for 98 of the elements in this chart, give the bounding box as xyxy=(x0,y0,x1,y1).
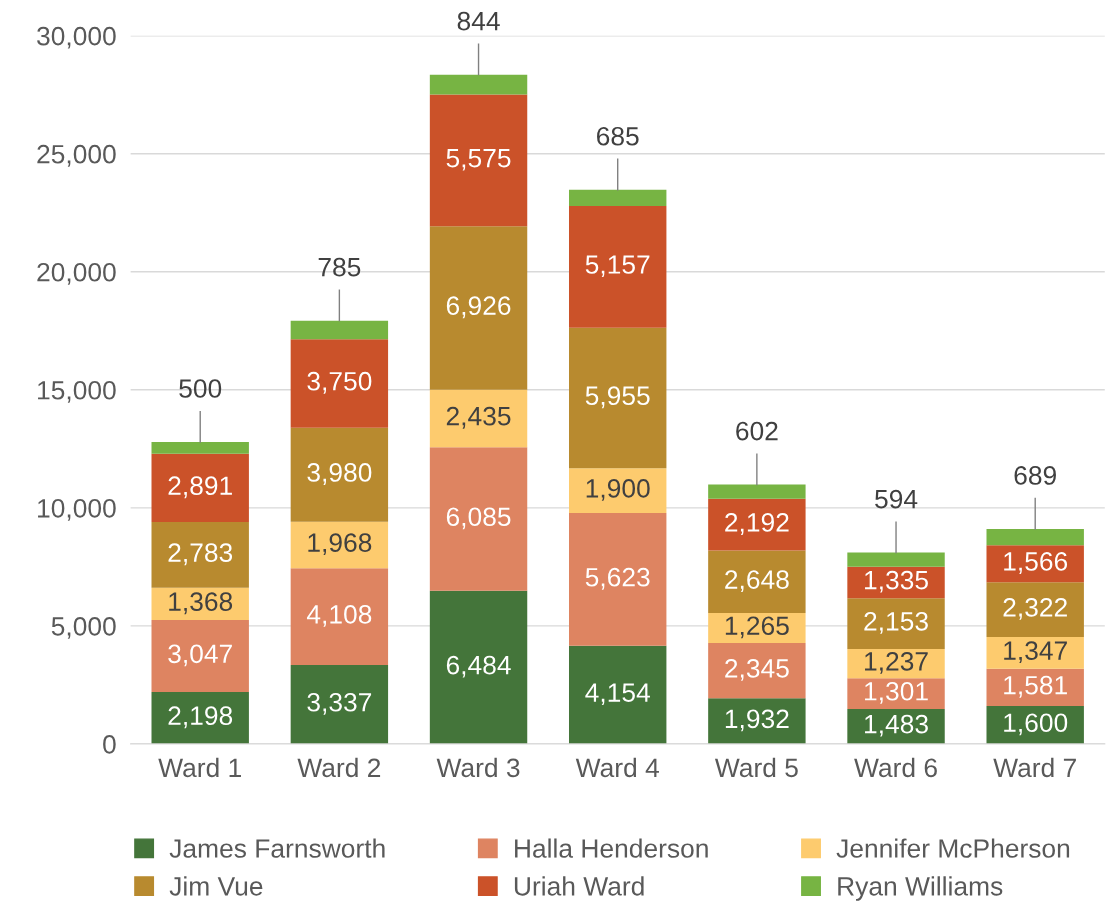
legend-label: Uriah Ward xyxy=(514,876,644,896)
data-label: 685 xyxy=(597,126,639,146)
y-tick-label: 15,000 xyxy=(38,380,116,403)
y-tick-label: 0 xyxy=(103,735,116,754)
legend-label: Jennifer McPherson xyxy=(836,838,1070,858)
bar xyxy=(429,590,528,744)
data-label: 3,980 xyxy=(307,463,372,485)
bar xyxy=(290,339,389,428)
data-label: 2,345 xyxy=(725,659,789,681)
data-label: 2,153 xyxy=(864,611,928,634)
data-label: 1,566 xyxy=(1004,552,1068,574)
data-label: 3,047 xyxy=(168,644,232,667)
x-tick-label: Ward 5 xyxy=(714,757,798,778)
y-tick-label: 10,000 xyxy=(38,498,116,521)
legend-label: Ryan Williams xyxy=(838,876,1003,901)
bar xyxy=(708,642,806,699)
bar xyxy=(151,692,249,744)
data-label: 5,575 xyxy=(446,149,511,171)
bar xyxy=(569,205,667,328)
bar xyxy=(151,453,249,523)
bar xyxy=(290,427,389,522)
data-label: 4,154 xyxy=(585,683,650,706)
data-label: 5,623 xyxy=(585,567,650,590)
bar xyxy=(708,484,806,499)
bar xyxy=(569,327,667,469)
x-tick-label: Ward 7 xyxy=(993,757,1076,778)
data-label: 594 xyxy=(875,489,918,509)
x-tick-label: Ward 4 xyxy=(575,757,659,778)
data-label: 1,265 xyxy=(725,616,789,639)
data-label: 2,648 xyxy=(725,570,789,593)
bar xyxy=(986,668,1084,707)
bar xyxy=(569,189,667,206)
data-label: 689 xyxy=(1014,466,1056,485)
y-tick-label: 20,000 xyxy=(37,262,116,285)
data-label: 1,483 xyxy=(865,714,928,737)
data-label: 1,368 xyxy=(169,592,233,615)
y-tick-label: 25,000 xyxy=(37,144,116,167)
data-label: 1,301 xyxy=(865,681,928,704)
data-label: 844 xyxy=(457,11,500,31)
data-label: 1,335 xyxy=(865,570,928,593)
bar xyxy=(569,468,667,514)
x-tick-label: Ward 6 xyxy=(854,757,937,778)
data-label: 2,322 xyxy=(1003,597,1067,620)
bar xyxy=(708,498,806,551)
x-tick-label: Ward 1 xyxy=(158,757,241,778)
y-tick-label: 30,000 xyxy=(37,26,116,49)
bar xyxy=(986,637,1084,669)
bar xyxy=(708,698,806,744)
bar xyxy=(708,550,806,614)
bar xyxy=(151,620,249,693)
legend-label: James Farnsworth xyxy=(169,838,385,858)
data-label: 1,237 xyxy=(865,651,928,674)
legend-label: Halla Henderson xyxy=(515,838,708,858)
data-label: 1,600 xyxy=(1004,713,1068,736)
bar xyxy=(847,678,945,709)
data-label: 3,750 xyxy=(307,371,372,394)
data-label: 2,198 xyxy=(168,706,233,729)
data-label: 1,932 xyxy=(725,709,789,732)
data-label: 6,926 xyxy=(446,296,511,319)
data-label: 3,337 xyxy=(307,692,372,715)
bar xyxy=(569,645,667,744)
data-label: 1,347 xyxy=(1004,641,1067,664)
bar xyxy=(290,568,389,666)
data-label: 6,484 xyxy=(446,655,511,678)
data-label: 2,435 xyxy=(446,406,511,429)
data-label: 6,085 xyxy=(446,507,511,530)
bar xyxy=(429,389,528,448)
bar xyxy=(986,545,1084,583)
data-label: 2,192 xyxy=(725,513,789,535)
data-label: 5,157 xyxy=(585,255,650,277)
bar xyxy=(569,513,667,646)
data-label: 4,108 xyxy=(306,605,372,627)
x-tick-label: Ward 3 xyxy=(436,757,520,778)
data-label: 1,968 xyxy=(308,533,372,556)
bar xyxy=(290,521,389,569)
data-label: 5,955 xyxy=(585,386,650,409)
data-label: 2,783 xyxy=(168,543,233,566)
bar xyxy=(986,582,1084,637)
bar xyxy=(290,320,389,340)
y-tick-label: 5,000 xyxy=(51,616,116,639)
bar xyxy=(429,74,528,95)
data-label: 602 xyxy=(736,421,778,441)
bar xyxy=(290,665,389,744)
data-label: 1,581 xyxy=(1004,675,1067,698)
bar xyxy=(429,94,528,227)
legend-label: Jim Vue xyxy=(169,876,263,896)
bar xyxy=(847,552,945,567)
data-label: 1,900 xyxy=(586,479,650,501)
data-label: 2,891 xyxy=(168,476,232,499)
bar xyxy=(429,226,528,390)
bar xyxy=(151,442,249,454)
x-tick-label: Ward 2 xyxy=(297,757,381,778)
data-label: 500 xyxy=(179,379,222,398)
bar xyxy=(986,528,1084,546)
bar xyxy=(151,522,249,588)
bar xyxy=(429,447,528,591)
data-label: 785 xyxy=(318,257,361,277)
bar xyxy=(847,598,945,649)
